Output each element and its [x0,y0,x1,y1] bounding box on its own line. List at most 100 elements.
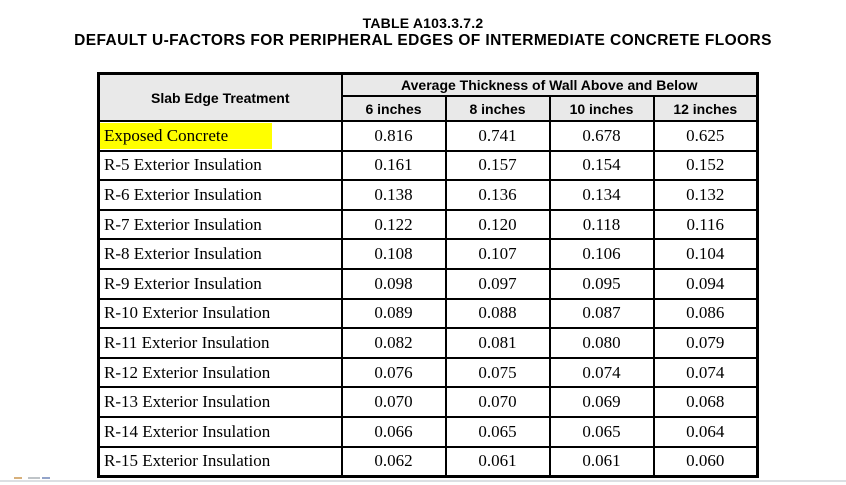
u-factor-value: 0.089 [340,297,447,330]
u-factors-table: Slab Edge Treatment Average Thickness of… [97,72,759,479]
u-factor-value: 0.095 [548,267,655,300]
table-body: Exposed Concrete 0.816 0.741 0.678 0.625 R-5 … [97,120,759,478]
u-factor-value: 0.079 [652,327,759,359]
u-factor-value: 0.104 [652,238,759,270]
row-label-text: R-13 Exterior Insulation [104,392,271,412]
row-label: R-7 Exterior Insulation [97,208,343,241]
table-caption: DEFAULT U-FACTORS FOR PERIPHERAL EDGES O… [74,32,772,49]
column-header-8-inches: 8 inches [444,95,551,122]
row-label-text: Exposed Concrete [104,125,229,145]
row-label-text: R-5 Exterior Insulation [104,155,262,175]
row-label: R-15 Exterior Insulation [97,445,343,478]
u-factor-value: 0.122 [340,208,447,241]
row-label-text: R-12 Exterior Insulation [104,362,271,382]
u-factor-value: 0.118 [548,208,655,241]
clipped-text-fragment [12,477,52,480]
u-factor-value: 0.094 [652,267,759,300]
row-label: R-9 Exterior Insulation [97,267,343,300]
clipped-mark [28,477,40,479]
u-factor-value: 0.625 [652,120,759,152]
clipped-mark [42,477,50,479]
u-factor-value: 0.107 [444,238,551,270]
table-row: Exposed Concrete 0.816 0.741 0.678 0.625 [97,120,759,152]
column-group-header-wall-thickness: Average Thickness of Wall Above and Belo… [340,72,759,97]
u-factor-value: 0.074 [548,356,655,389]
row-label-text: R-11 Exterior Insulation [104,332,270,352]
u-factor-value: 0.068 [652,386,759,418]
table-row: R-5 Exterior Insulation 0.161 0.157 0.154 0.… [97,149,759,182]
table-row: R-6 Exterior Insulation 0.138 0.136 0.134 0.… [97,179,759,211]
u-factor-value: 0.088 [444,297,551,330]
row-label-text: R-7 Exterior Insulation [104,214,262,234]
u-factor-value: 0.064 [652,415,759,448]
u-factor-value: 0.070 [444,386,551,418]
row-label-text: R-15 Exterior Insulation [104,451,271,471]
row-label-text: R-9 Exterior Insulation [104,273,262,293]
highlight-annotation [100,123,272,149]
table-number: TABLE A103.3.7.2 [362,15,484,31]
column-header-slab-edge-treatment: Slab Edge Treatment [97,72,343,122]
row-label-text: R-6 Exterior Insulation [104,184,262,204]
row-label: R-5 Exterior Insulation [97,149,343,182]
u-factor-value: 0.157 [444,149,551,182]
u-factor-value: 0.120 [444,208,551,241]
u-factor-value: 0.076 [340,356,447,389]
u-factor-value: 0.065 [444,415,551,448]
column-header-10-inches: 10 inches [548,95,655,122]
u-factor-value: 0.066 [340,415,447,448]
row-label-text: R-10 Exterior Insulation [104,303,271,323]
row-label: R-11 Exterior Insulation [97,327,343,359]
clipped-mark [14,477,22,479]
u-factor-value: 0.069 [548,386,655,418]
row-label: R-13 Exterior Insulation [97,386,343,418]
table-row: R-7 Exterior Insulation 0.122 0.120 0.118 0.… [97,208,759,241]
u-factor-value: 0.108 [340,238,447,270]
u-factor-value: 0.075 [444,356,551,389]
u-factor-value: 0.062 [340,445,447,478]
column-header-12-inches: 12 inches [652,95,759,122]
u-factor-value: 0.098 [340,267,447,300]
u-factor-value: 0.136 [444,179,551,211]
row-label: R-12 Exterior Insulation [97,356,343,389]
table-row: R-14 Exterior Insulation 0.066 0.065 0.065 0… [97,415,759,448]
header-row-group: Slab Edge Treatment Average Thickness of… [97,72,759,122]
u-factor-value: 0.081 [444,327,551,359]
table-row: R-9 Exterior Insulation 0.098 0.097 0.095 0.… [97,267,759,300]
table-title: TABLE A103.3.7.2 DEFAULT U-FACTORS FOR P… [0,15,846,50]
row-label: Exposed Concrete [97,120,343,152]
table-row: R-12 Exterior Insulation 0.076 0.075 0.074 0… [97,356,759,389]
table-row: R-10 Exterior Insulation 0.089 0.088 0.087 0… [97,297,759,330]
row-label-text: R-14 Exterior Insulation [104,421,271,441]
table-row: R-13 Exterior Insulation 0.070 0.070 0.069 0… [97,386,759,418]
row-label-text: R-8 Exterior Insulation [104,244,262,264]
u-factor-value: 0.816 [340,120,447,152]
column-header-6-inches: 6 inches [340,95,447,122]
u-factor-value: 0.741 [444,120,551,152]
table-header: Slab Edge Treatment Average Thickness of… [97,72,759,122]
page-bottom-divider [0,480,846,482]
u-factor-value: 0.116 [652,208,759,241]
u-factor-value: 0.082 [340,327,447,359]
table-row: R-11 Exterior Insulation 0.082 0.081 0.080 0… [97,327,759,359]
u-factor-value: 0.074 [652,356,759,389]
u-factor-value: 0.154 [548,149,655,182]
row-label: R-8 Exterior Insulation [97,238,343,270]
u-factor-value: 0.138 [340,179,447,211]
u-factor-value: 0.087 [548,297,655,330]
row-label: R-14 Exterior Insulation [97,415,343,448]
u-factor-value: 0.134 [548,179,655,211]
u-factor-value: 0.080 [548,327,655,359]
table-row: R-15 Exterior Insulation 0.062 0.061 0.061 0… [97,445,759,478]
u-factor-value: 0.678 [548,120,655,152]
u-factor-value: 0.152 [652,149,759,182]
u-factor-value: 0.097 [444,267,551,300]
u-factor-value: 0.132 [652,179,759,211]
header-row-sub: 6 inches 8 inches 10 inches 12 inches [99,95,759,122]
u-factor-value: 0.086 [652,297,759,330]
u-factor-value: 0.070 [340,386,447,418]
u-factor-value: 0.065 [548,415,655,448]
row-label: R-10 Exterior Insulation [97,297,343,330]
u-factor-value: 0.161 [340,149,447,182]
table-row: R-8 Exterior Insulation 0.108 0.107 0.106 0.… [97,238,759,270]
